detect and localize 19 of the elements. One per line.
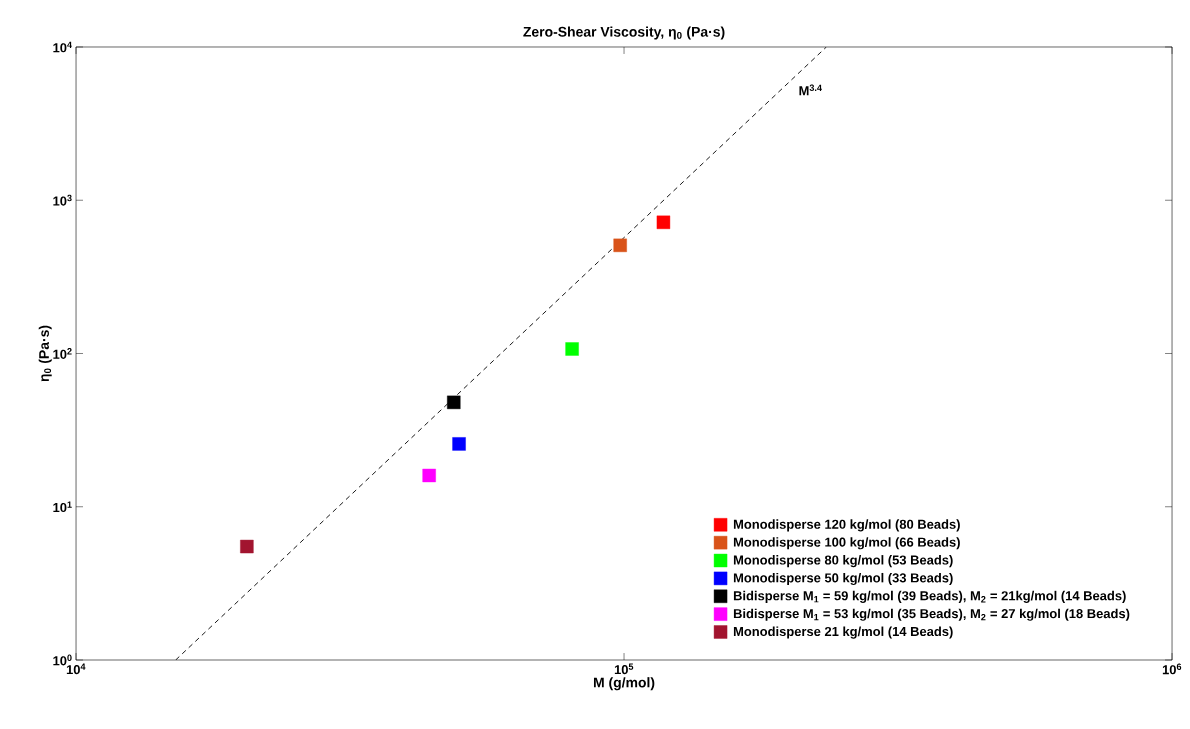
legend-label: Monodisperse 80 kg/mol (53 Beads) [733, 555, 953, 568]
y-tick-label: 10$^{3}$ [53, 194, 72, 206]
y-tick-label: 10$^{0}$ [53, 654, 72, 666]
legend-label: Monodisperse 120 kg/mol (80 Beads) [733, 519, 960, 532]
x-tick-label: 10$^{5}$ [614, 663, 634, 675]
legend-label: Bidisperse M$_{1}$ = 59 kg/mol (39 Beads), M$_{2}$ = 21kg/mol (14 Beads) [733, 590, 1126, 603]
legend-label: Bidisperse M$_{1}$ = 53 kg/mol (35 Beads), M$_{2}$ = 27 kg/mol (18 Beads) [733, 608, 1130, 621]
x-axis-title: M (g/mol) [593, 677, 655, 691]
legend-label: Monodisperse 21 kg/mol (14 Beads) [733, 626, 953, 639]
y-tick-label: 10$^{1}$ [53, 501, 72, 513]
legend-label: Monodisperse 50 kg/mol (33 Beads) [733, 572, 953, 586]
y-axis-title: η$_{0}$ (Pa·s) [38, 325, 52, 382]
series-label: M$^{3.4}$ [799, 84, 822, 96]
y-tick-label: 10$^{2}$ [53, 348, 72, 359]
legend-label: Monodisperse 100 kg/mol (66 Beads) [733, 537, 960, 550]
x-tick-label: 10$^{6}$ [1162, 663, 1182, 675]
y-tick-label: 10$^{4}$ [53, 41, 72, 53]
chart-title: Zero-Shear Viscosity, η$_{0}$ (Pa·s) [523, 26, 725, 40]
x-tick-label: 10$^{4}$ [66, 663, 86, 675]
